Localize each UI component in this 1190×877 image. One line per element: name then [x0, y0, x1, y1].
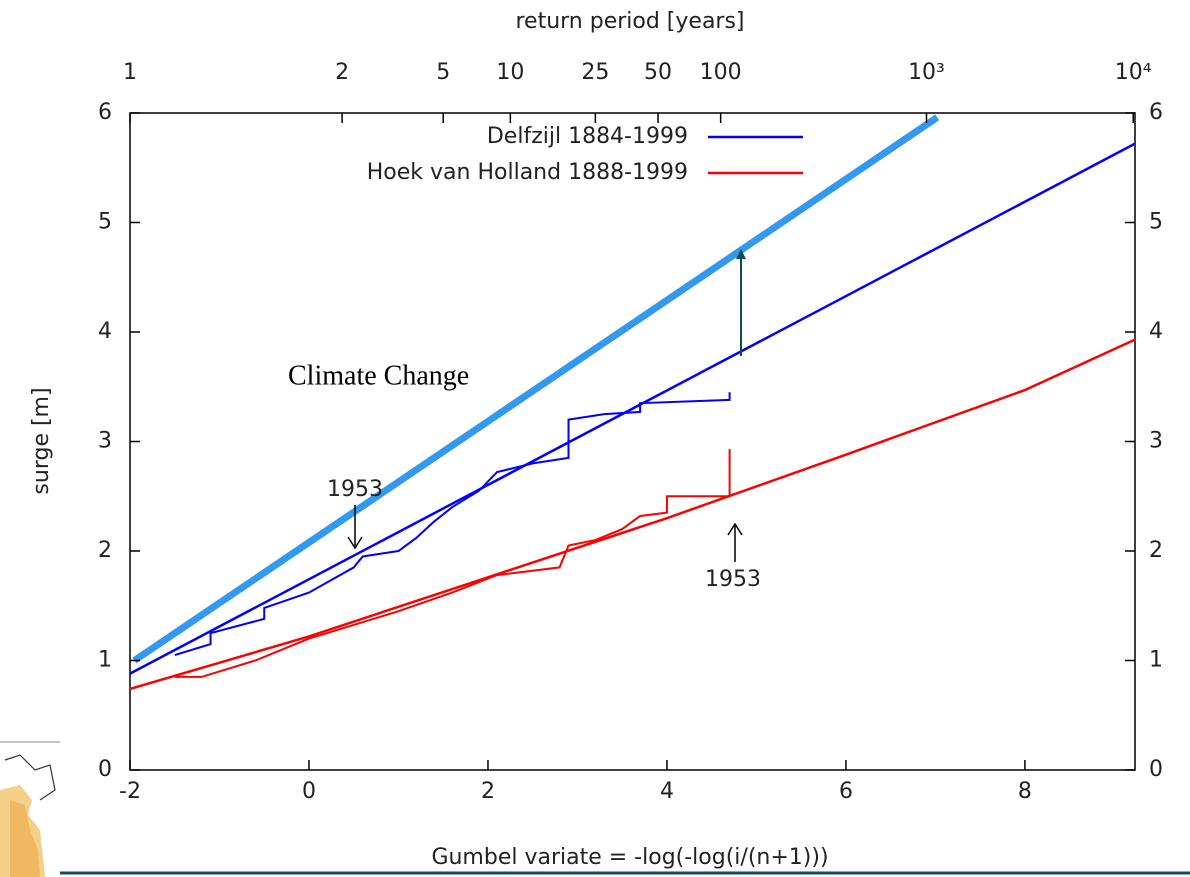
- x2-tick-label: 1: [123, 60, 137, 85]
- y-tick-label: 2: [98, 538, 112, 563]
- annotation-arrow-head: [727, 522, 743, 536]
- plot-frame: [129, 112, 1136, 771]
- x2-tick-label: 50: [644, 60, 672, 85]
- y-tick-label-right: 5: [1149, 210, 1163, 235]
- y-tick-label: 4: [98, 319, 112, 344]
- annotation: 1953: [705, 567, 761, 592]
- series-line: [174, 392, 731, 656]
- x-axis-label: Gumbel variate = -log(-log(i/(n+1))): [431, 845, 828, 870]
- x2-tick-label: 100: [700, 60, 742, 85]
- y-tick-label-right: 2: [1149, 538, 1163, 563]
- y-tick-label-right: 6: [1149, 100, 1163, 125]
- series-line: [174, 449, 731, 678]
- series-line: [129, 142, 1136, 675]
- legend-label: Hoek van Holland 1888-1999: [367, 160, 688, 185]
- x2-tick-label: 25: [581, 60, 609, 85]
- x-tick-label: 0: [302, 779, 316, 804]
- x2-axis-label: return period [years]: [515, 9, 744, 34]
- y-tick-label: 1: [98, 648, 112, 673]
- x-tick-label: 4: [660, 779, 674, 804]
- y-tick-label: 0: [98, 757, 112, 782]
- map-fragment: [0, 741, 60, 877]
- x2-tick-label: 2: [335, 60, 349, 85]
- legend-label: Delfzijl 1884-1999: [487, 124, 688, 149]
- x2-tick-label: 5: [436, 60, 450, 85]
- annotation-arrow-head: [347, 536, 363, 550]
- x2-tick-label: 10³: [908, 60, 945, 85]
- annotation: Climate Change: [288, 360, 469, 391]
- x-tick-label: 8: [1018, 779, 1032, 804]
- x-tick-label: 2: [481, 779, 495, 804]
- y-tick-label-right: 1: [1149, 648, 1163, 673]
- series-line: [132, 114, 940, 664]
- series-line: [129, 338, 1136, 691]
- x-tick-label: 6: [839, 779, 853, 804]
- y-tick-label: 6: [98, 100, 112, 125]
- x-tick-label: -2: [119, 779, 141, 804]
- y-tick-label-right: 4: [1149, 319, 1163, 344]
- y-tick-label: 3: [98, 429, 112, 454]
- y-tick-label-right: 3: [1149, 429, 1163, 454]
- y-tick-label-right: 0: [1149, 757, 1163, 782]
- x2-tick-label: 10⁴: [1115, 60, 1152, 85]
- y-tick-label: 5: [98, 210, 112, 235]
- marks: [129, 114, 1136, 691]
- annotation: 1953: [327, 477, 383, 502]
- x2-tick-label: 10: [496, 60, 524, 85]
- y-axis-label: surge [m]: [29, 387, 54, 494]
